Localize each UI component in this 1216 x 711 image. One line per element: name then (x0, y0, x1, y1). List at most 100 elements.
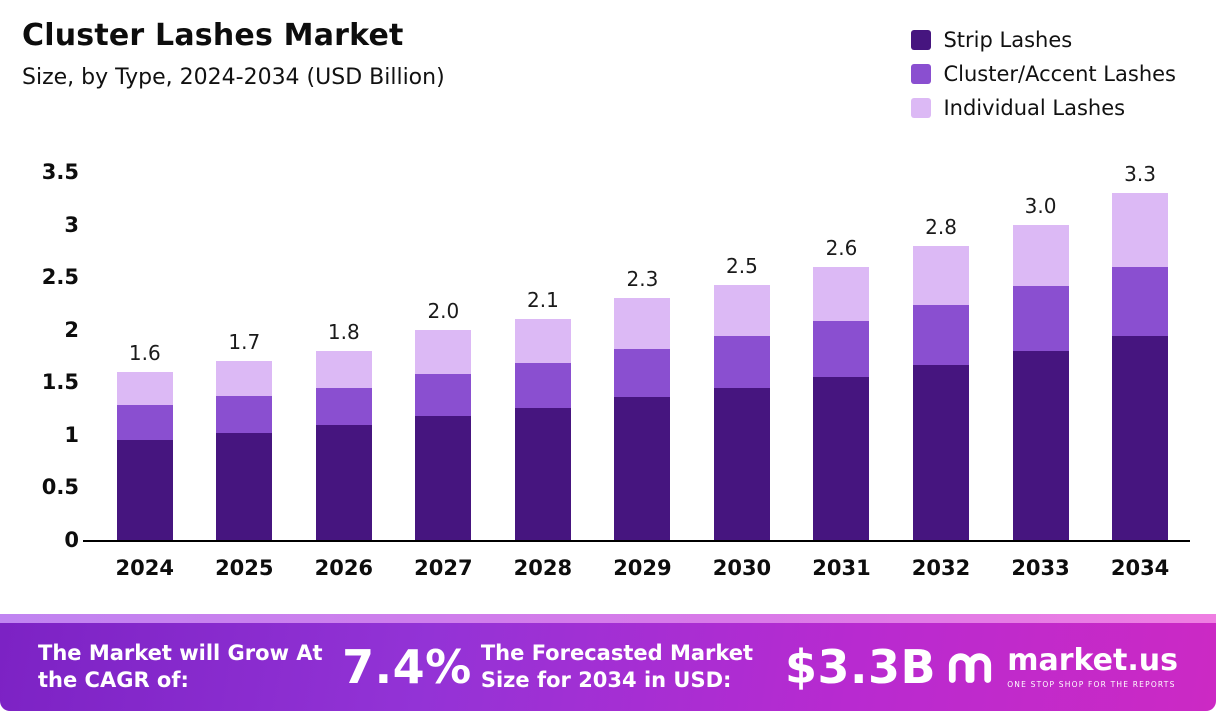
bar-2034: 3.3 (1104, 162, 1176, 540)
bar-segment-strip-lashes (713, 387, 770, 540)
x-axis-label: 2028 (513, 556, 573, 580)
chart-header: Cluster Lashes Market Size, by Type, 202… (22, 18, 445, 90)
x-axis-label: 2033 (1011, 556, 1070, 580)
forecast-value: $3.3B (785, 640, 937, 694)
bar-total-label: 3.3 (1124, 162, 1156, 187)
bar-2033: 3.0 (1005, 194, 1077, 540)
brand-name: market.us (1007, 642, 1178, 678)
y-tick-label: 0 (64, 528, 79, 552)
y-tick-label: 1.5 (41, 370, 79, 395)
bar-segment-strip-lashes (813, 377, 870, 540)
bar-segment-cluster-accent-lashes (713, 336, 770, 388)
y-tick-label: 3 (64, 212, 79, 237)
footer-main: The Market will Grow At the CAGR of: 7.4… (0, 623, 1216, 711)
legend-swatch (911, 98, 932, 118)
bar-segment-strip-lashes (514, 407, 571, 540)
bar-total-label: 3.0 (1024, 193, 1057, 218)
x-labels: 2024 2025 2026 2027 2028 2029 2030 2031 2032 2033… (95, 556, 1190, 580)
bar-segment-individual-lashes (514, 319, 571, 364)
bar-segment-cluster-accent-lashes (315, 387, 372, 426)
bar-segment-strip-lashes (216, 432, 273, 540)
bar-total-label: 1.8 (327, 319, 360, 344)
bar-segment-individual-lashes (216, 361, 273, 396)
x-axis-label: 2025 (215, 556, 274, 580)
bar-segment-individual-lashes (1112, 193, 1169, 267)
bar-segment-cluster-accent-lashes (913, 304, 970, 366)
bar-segment-strip-lashes (614, 397, 671, 540)
bar-2025: 1.7 (208, 330, 280, 540)
x-axis-label: 2034 (1110, 556, 1170, 580)
bar-segment-individual-lashes (614, 298, 671, 349)
bar-total-label: 2.0 (427, 298, 460, 323)
bar-segment-strip-lashes (415, 415, 472, 540)
bar-segment-cluster-accent-lashes (415, 373, 472, 416)
bar-segment-cluster-accent-lashes (813, 321, 870, 378)
bar-segment-strip-lashes (116, 440, 173, 540)
bar-segment-strip-lashes (315, 425, 372, 540)
bar-2028: 2.1 (507, 288, 579, 540)
bar-segment-strip-lashes (1012, 350, 1069, 540)
bar-2030: 2.5 (706, 254, 778, 540)
y-tick-label: 0.5 (41, 475, 79, 500)
bar-total-label: 2.8 (925, 214, 957, 239)
x-axis-label: 2024 (115, 556, 174, 580)
legend-swatch (911, 64, 932, 84)
bar-2027: 2.0 (407, 299, 479, 540)
y-tick-label: 2.5 (41, 265, 79, 290)
bar-total-label: 1.6 (128, 340, 161, 365)
bar-segment-cluster-accent-lashes (1012, 285, 1069, 351)
bar-total-label: 2.6 (825, 235, 858, 260)
legend-swatch (911, 30, 932, 50)
bar-segment-individual-lashes (813, 266, 870, 322)
y-tick-label: 1 (64, 422, 79, 447)
bar-segment-individual-lashes (415, 329, 472, 374)
bar-segment-cluster-accent-lashes (514, 363, 571, 408)
brand-text: market.us ONE STOP SHOP FOR THE REPORTS (1007, 642, 1178, 689)
forecast-label: The Forecasted Market Size for 2034 in U… (480, 640, 754, 692)
bar-segment-individual-lashes (713, 284, 770, 337)
bar-segment-individual-lashes (1012, 224, 1069, 286)
x-axis-label: 2030 (712, 556, 772, 580)
bar-total-label: 2.1 (526, 288, 559, 313)
chart-title: Cluster Lashes Market (22, 18, 404, 53)
bar-segment-individual-lashes (913, 245, 970, 305)
legend-item-cluster-accent-lashes: Cluster/Accent Lashes (911, 62, 1176, 86)
legend: Strip Lashes Cluster/Accent Lashes Indiv… (911, 28, 1176, 120)
brand-tagline: ONE STOP SHOP FOR THE REPORTS (1007, 679, 1176, 689)
cagr-value: 7.4% (342, 640, 472, 694)
x-axis-label: 2026 (314, 556, 374, 580)
bar-segment-individual-lashes (315, 350, 372, 388)
plot-area: 3.5 3 2.5 2 1.5 1 0.5 0 1.6 1.7 1.8 2.0 2.1 2.3 2.5 2.… (42, 160, 1190, 580)
legend-label: Cluster/Accent Lashes (943, 62, 1176, 86)
bar-segment-strip-lashes (1112, 336, 1169, 540)
y-axis: 3.5 3 2.5 2 1.5 1 0.5 0 (27, 160, 79, 552)
bar-segment-cluster-accent-lashes (216, 395, 273, 433)
legend-item-strip-lashes: Strip Lashes (911, 28, 1176, 52)
bar-2031: 2.6 (805, 236, 877, 540)
bar-2032: 2.8 (905, 215, 977, 540)
cagr-label: The Market will Grow At the CAGR of: (38, 640, 323, 692)
bars: 1.6 1.7 1.8 2.0 2.1 2.3 2.5 2.6 2.8 3.0 3.3 (95, 162, 1190, 540)
legend-label: Individual Lashes (943, 96, 1126, 120)
bar-2026: 1.8 (308, 320, 380, 540)
legend-label: Strip Lashes (943, 28, 1073, 52)
x-axis-label: 2029 (613, 556, 672, 580)
bar-segment-strip-lashes (913, 365, 970, 540)
market-us-logo-icon (949, 653, 992, 683)
legend-item-individual-lashes: Individual Lashes (911, 96, 1176, 120)
x-axis-line (83, 540, 1190, 542)
y-tick-label: 2 (64, 317, 79, 342)
y-tick-label: 3.5 (41, 160, 79, 184)
bar-segment-individual-lashes (116, 371, 173, 406)
footer-top-strip (0, 614, 1216, 623)
bar-total-label: 1.7 (228, 330, 261, 355)
bar-total-label: 2.5 (726, 253, 758, 278)
brand-logo: market.us ONE STOP SHOP FOR THE REPORTS (945, 642, 1178, 692)
chart-subtitle: Size, by Type, 2024-2034 (USD Billion) (22, 65, 445, 90)
bar-segment-cluster-accent-lashes (116, 405, 173, 441)
bar-segment-cluster-accent-lashes (614, 348, 671, 398)
bar-2029: 2.3 (606, 267, 678, 540)
bar-total-label: 2.3 (626, 267, 659, 292)
x-axis-label: 2027 (414, 556, 473, 580)
